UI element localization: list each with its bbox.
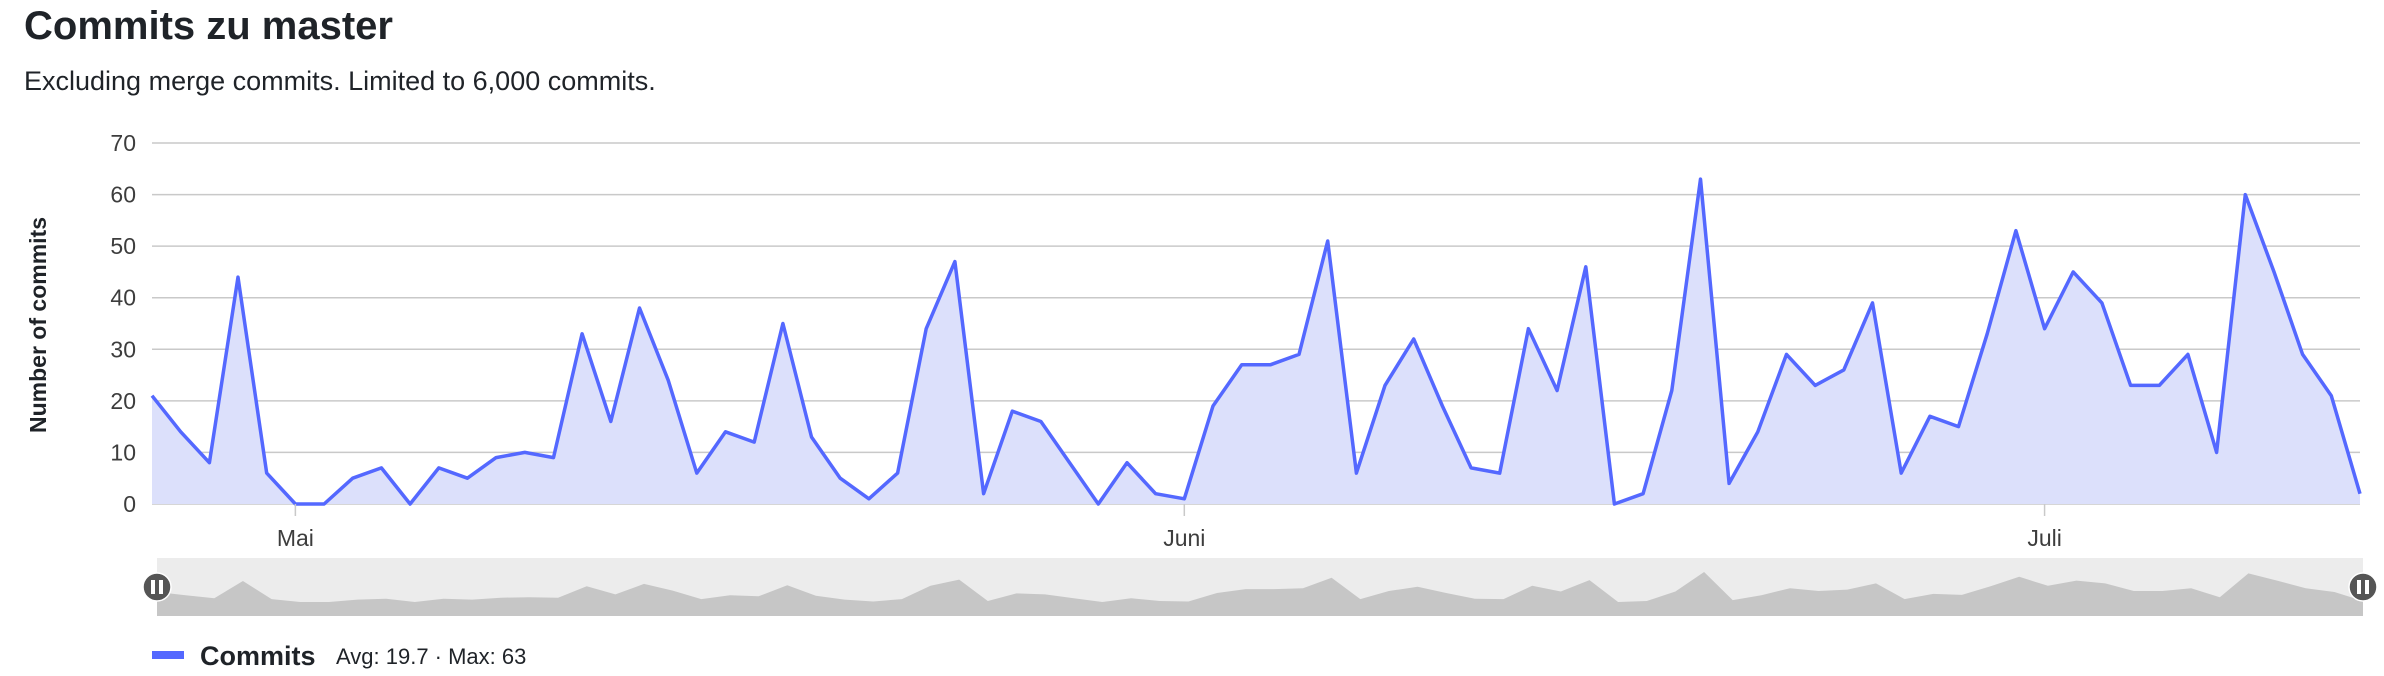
y-tick-label: 50 (110, 233, 136, 259)
navigator-right-handle[interactable] (2348, 572, 2378, 602)
legend-stats: Avg: 19.7 · Max: 63 (336, 644, 526, 669)
y-tick-label: 20 (110, 388, 136, 414)
pause-icon[interactable] (142, 572, 172, 602)
x-axis-ticks: Mai Juni Juli (277, 504, 2062, 551)
commits-chart: 0 10 20 30 40 50 60 70 Number of commits Mai Jun… (25, 130, 2378, 671)
x-tick-label: Mai (277, 525, 314, 551)
pause-icon[interactable] (2348, 572, 2378, 602)
page-subtitle: Excluding merge commits. Limited to 6,00… (24, 66, 656, 96)
legend-series-name[interactable]: Commits (200, 641, 316, 671)
navigator-left-handle[interactable] (142, 572, 172, 602)
series-area-commits (152, 179, 2360, 504)
range-navigator[interactable] (142, 558, 2378, 616)
x-tick-label: Juli (2027, 525, 2062, 551)
handle-grip-bar (2365, 580, 2369, 594)
y-tick-label: 40 (110, 285, 136, 311)
handle-grip-bar (2357, 580, 2361, 594)
y-axis-ticks: 0 10 20 30 40 50 60 70 (110, 130, 136, 517)
y-tick-label: 30 (110, 336, 136, 362)
page-title: Commits zu master (24, 4, 393, 48)
y-tick-label: 10 (110, 439, 136, 465)
handle-grip-bar (151, 580, 155, 594)
y-tick-label: 60 (110, 182, 136, 208)
y-axis-label: Number of commits (25, 217, 51, 433)
legend[interactable]: Commits Avg: 19.7 · Max: 63 (152, 641, 526, 671)
navigator-series (157, 572, 2363, 616)
handle-grip-bar (159, 580, 163, 594)
legend-swatch (152, 651, 184, 659)
y-tick-label: 70 (110, 130, 136, 156)
series-line-commits (150, 177, 2362, 506)
x-tick-label: Juni (1163, 525, 1205, 551)
y-tick-label: 0 (123, 491, 136, 517)
